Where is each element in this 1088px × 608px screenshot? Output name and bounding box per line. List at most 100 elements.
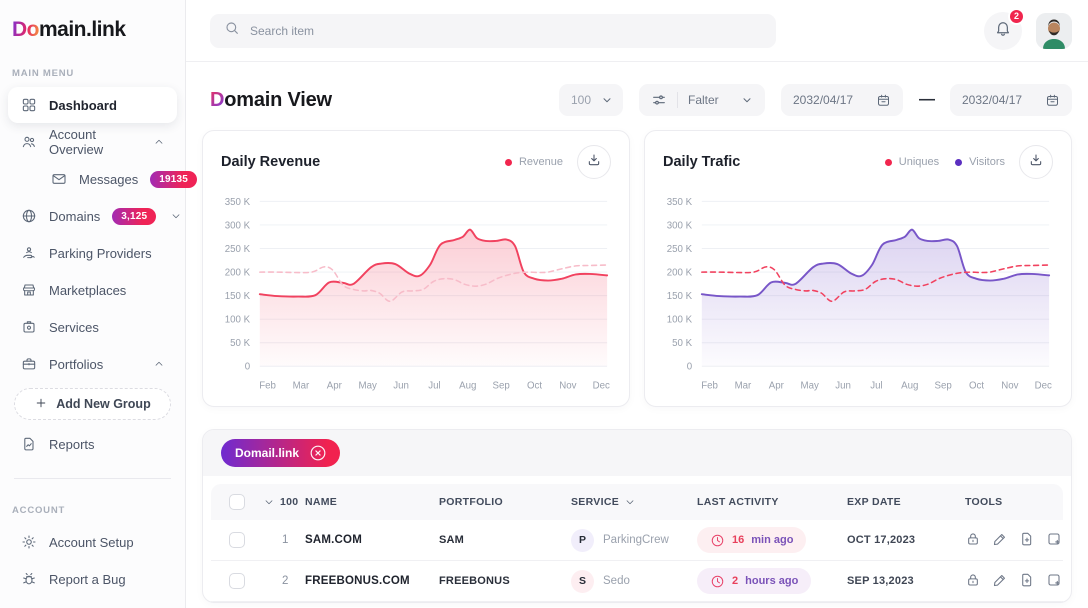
chev-down-icon xyxy=(624,496,636,508)
file-plus-button[interactable] xyxy=(1019,531,1035,550)
filter-chip-bar: Domail.link xyxy=(203,430,1071,477)
notifications-button[interactable]: 2 xyxy=(984,7,1025,50)
gear-icon xyxy=(21,534,37,550)
main-column: 2 Domain View 100 xyxy=(186,0,1088,608)
legend-label: Revenue xyxy=(518,156,563,168)
domain-name: SAM.COM xyxy=(305,534,362,547)
chart-legend: Uniques Visitors xyxy=(884,156,1005,168)
chart-plot: 350 K 300 K 250 K 200 K 150 K 100 K 50 K 0 Feb Ma… xyxy=(667,197,1052,392)
activity-unit: min ago xyxy=(751,534,794,547)
column-header-service[interactable]: SERVICE xyxy=(571,496,697,508)
lock-icon xyxy=(965,531,981,550)
chart-download-button[interactable] xyxy=(577,145,611,179)
filter-sliders-icon xyxy=(651,92,667,108)
chev-up-icon xyxy=(153,358,165,370)
avatar-image xyxy=(1036,12,1072,49)
sidebar-menu: MAIN MENU Dashboard Account Overview Messag… xyxy=(0,68,198,597)
column-header-last-activity: LAST ACTIVITY xyxy=(697,496,847,508)
chart-download-button[interactable] xyxy=(1019,145,1053,179)
column-header-exp-date: EXP DATE xyxy=(847,496,965,508)
column-header-name: NAME xyxy=(305,496,439,508)
last-activity-badge: 2 hours ago xyxy=(697,568,812,595)
per-page-value: 100 xyxy=(571,93,592,107)
filter-select[interactable]: Falter xyxy=(639,84,765,116)
svg-text:200 K: 200 K xyxy=(667,267,693,278)
sidebar-item-parking-providers[interactable]: Parking Providers xyxy=(8,235,177,271)
note-plus-button[interactable] xyxy=(1046,531,1062,550)
sidebar-item-add-new-group[interactable]: Add New Group xyxy=(14,388,171,420)
sidebar-item-dashboard[interactable]: Dashboard xyxy=(8,87,177,123)
sidebar-item-label: Parking Providers xyxy=(49,245,152,261)
chart-title: Daily Trafic xyxy=(663,154,741,170)
svg-text:350 K: 350 K xyxy=(667,197,693,208)
store-icon xyxy=(21,282,37,298)
svg-text:Mar: Mar xyxy=(735,381,752,392)
sidebar-item-report-a-bug[interactable]: Report a Bug xyxy=(8,561,177,597)
filter-chip[interactable]: Domail.link xyxy=(221,439,341,468)
sidebar-item-label: Report a Bug xyxy=(49,571,126,587)
edit-button[interactable] xyxy=(992,572,1008,591)
clock-icon xyxy=(710,533,725,548)
lock-button[interactable] xyxy=(965,531,981,550)
svg-text:Jun: Jun xyxy=(835,381,851,392)
sidebar-item-account-setup[interactable]: Account Setup xyxy=(8,524,177,560)
svg-text:Nov: Nov xyxy=(559,381,576,392)
svg-text:100 K: 100 K xyxy=(667,315,693,326)
edit-button[interactable] xyxy=(992,531,1008,550)
note-plus-button[interactable] xyxy=(1046,572,1062,591)
per-page-select[interactable]: 100 xyxy=(559,84,623,116)
domain-name: FREEBONUS.COM xyxy=(305,575,410,588)
row-checkbox[interactable] xyxy=(229,573,245,590)
count-badge: 3,125 xyxy=(112,207,157,225)
user-avatar[interactable] xyxy=(1036,12,1072,49)
svg-text:Apr: Apr xyxy=(327,381,343,392)
svg-text:Jun: Jun xyxy=(393,381,409,392)
chart-card-daily-trafic: Daily Trafic Uniques Visitors 350 K 300 K 250… xyxy=(644,130,1072,408)
logo-rest: main.link xyxy=(39,18,126,41)
search-bar[interactable] xyxy=(210,13,776,48)
sidebar-item-label: Account Setup xyxy=(49,534,134,550)
sidebar-item-domains[interactable]: Domains 3,125 xyxy=(8,198,180,234)
sidebar-item-reports[interactable]: Reports xyxy=(8,426,177,462)
sidebar-item-services[interactable]: Services xyxy=(8,309,177,345)
page-title-accent: D xyxy=(210,88,225,111)
count-badge: 19135 xyxy=(150,170,198,188)
svg-text:Dec: Dec xyxy=(1035,381,1052,392)
sidebar-item-messages[interactable]: Messages 19135 xyxy=(38,161,198,197)
download-icon xyxy=(586,152,602,173)
date-from-picker[interactable]: 2032/04/17 xyxy=(781,84,903,116)
search-input[interactable] xyxy=(250,23,762,38)
table-row[interactable]: 1 SAM.COM SAM P ParkingCrew 16 min ago OCT 17,2… xyxy=(211,520,1063,562)
file-plus-icon xyxy=(1019,572,1035,591)
table-row[interactable]: 2 FREEBONUS.COM FREEBONUS S Sedo 2 hours ago SE… xyxy=(211,561,1063,603)
rows-count-header[interactable]: 100 xyxy=(263,496,305,508)
date-to-picker[interactable]: 2032/04/17 xyxy=(950,84,1072,116)
calendar-icon xyxy=(1045,93,1060,108)
svg-text:200 K: 200 K xyxy=(225,267,251,278)
sidebar-item-label: Add New Group xyxy=(56,397,151,411)
svg-text:May: May xyxy=(801,381,819,392)
file-plus-button[interactable] xyxy=(1019,572,1035,591)
tools-cell xyxy=(965,572,1062,591)
legend-dot xyxy=(884,158,892,166)
lock-button[interactable] xyxy=(965,572,981,591)
lock-icon xyxy=(965,572,981,591)
charts-row: Daily Revenue Revenue 350 K 300 K 250 K 200 K… xyxy=(202,130,1072,408)
envelope-icon xyxy=(51,171,67,187)
svg-text:0: 0 xyxy=(245,362,251,373)
sidebar-item-portfolios[interactable]: Portfolios xyxy=(8,346,177,382)
sidebar-item-label: Services xyxy=(49,319,99,335)
row-checkbox[interactable] xyxy=(229,532,245,549)
sidebar-item-label: Domains xyxy=(49,208,101,224)
service-initial-badge: P xyxy=(571,528,594,552)
select-all-checkbox[interactable] xyxy=(229,494,245,511)
activity-unit: hours ago xyxy=(745,575,799,588)
sidebar-item-marketplaces[interactable]: Marketplaces xyxy=(8,272,177,308)
sidebar-item-label: Account Overview xyxy=(49,127,104,157)
date-to-value: 2032/04/17 xyxy=(962,93,1023,107)
service-name: ParkingCrew xyxy=(603,534,669,547)
sidebar-item-account-overview[interactable]: Account Overview xyxy=(8,124,177,160)
svg-text:50 K: 50 K xyxy=(672,338,692,349)
clock-icon xyxy=(710,574,725,589)
chip-remove-icon[interactable] xyxy=(308,443,328,463)
